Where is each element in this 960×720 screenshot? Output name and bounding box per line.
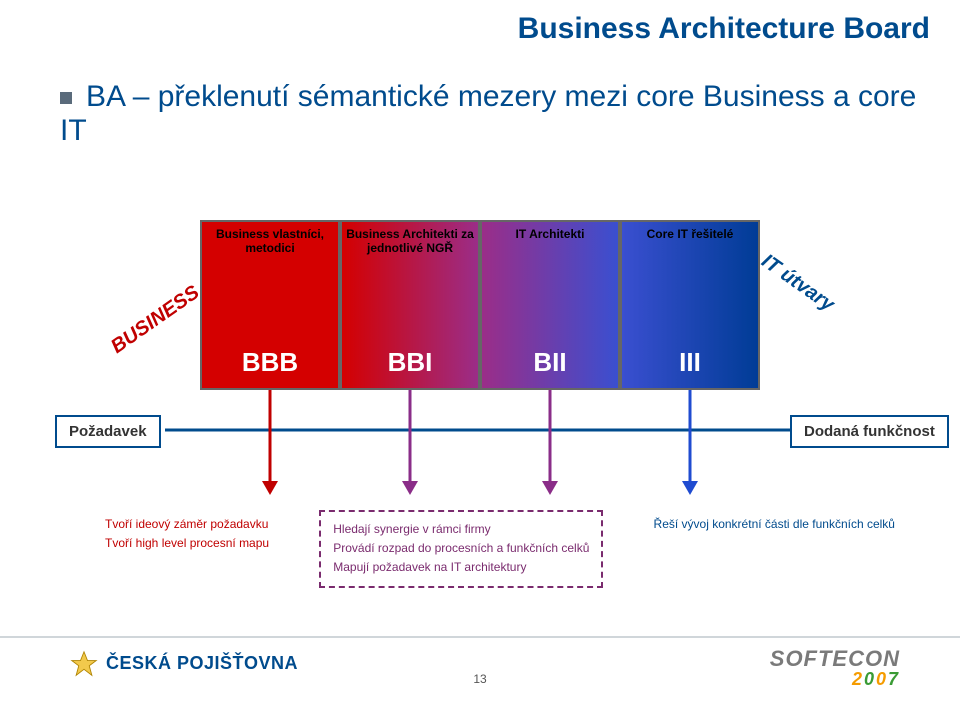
segment-top-label: IT Architekti xyxy=(512,222,589,242)
headline-bullet: BA – překlenutí sémantické mezery mezi c… xyxy=(60,80,920,148)
headline-text: BA – překlenutí sémantické mezery mezi c… xyxy=(60,80,916,147)
col-line: Mapují požadavek na IT architektury xyxy=(333,558,589,577)
box-pozadavek: Požadavek xyxy=(55,415,161,448)
col-line: Provádí rozpad do procesních a funkčních… xyxy=(333,539,589,558)
logo-cp-text: ČESKÁ POJIŠŤOVNA xyxy=(106,653,298,673)
segment-code: BII xyxy=(533,347,566,378)
footer-divider xyxy=(0,636,960,638)
segment: Business Architekti za jednotlivé NGŘ BBI xyxy=(340,220,480,390)
segment: Core IT řešitelé III xyxy=(620,220,760,390)
role-gradient-bar: Business vlastníci, metodiciBBBBusiness … xyxy=(200,220,760,390)
logo-softecon-text: SOFTECON xyxy=(770,648,900,670)
col-it: Řeší vývoj konkrétní části dle funkčních… xyxy=(649,510,900,588)
segment: IT Architekti BII xyxy=(480,220,620,390)
col-architects: Hledají synergie v rámci firmyProvádí ro… xyxy=(319,510,603,588)
segment-top-label: Business Architekti za jednotlivé NGŘ xyxy=(342,222,478,256)
segment-top-label: Core IT řešitelé xyxy=(643,222,738,242)
segment-code: BBI xyxy=(388,347,433,378)
col-line: Řeší vývoj konkrétní části dle funkčních… xyxy=(654,515,895,534)
segment-top-label: Business vlastníci, metodici xyxy=(202,222,338,256)
slide: Business Architecture Board BA – překlen… xyxy=(0,0,960,720)
page-number: 13 xyxy=(0,672,960,686)
box-dodana-funkcnost: Dodaná funkčnost xyxy=(790,415,949,448)
col-line: Hledají synergie v rámci firmy xyxy=(333,520,589,539)
segment-code: III xyxy=(679,347,701,378)
bottom-columns: Tvoří ideový záměr požadavkuTvoří high l… xyxy=(100,510,900,588)
col-line: Tvoří ideový záměr požadavku xyxy=(105,515,269,534)
segment-code: BBB xyxy=(242,347,298,378)
label-it-utvary: IT útvary xyxy=(757,250,838,317)
col-line: Tvoří high level procesní mapu xyxy=(105,534,269,553)
segment: Business vlastníci, metodici BBB xyxy=(200,220,340,390)
page-title: Business Architecture Board xyxy=(518,12,930,46)
bullet-square-icon xyxy=(60,92,72,104)
col-business: Tvoří ideový záměr požadavkuTvoří high l… xyxy=(100,510,274,588)
